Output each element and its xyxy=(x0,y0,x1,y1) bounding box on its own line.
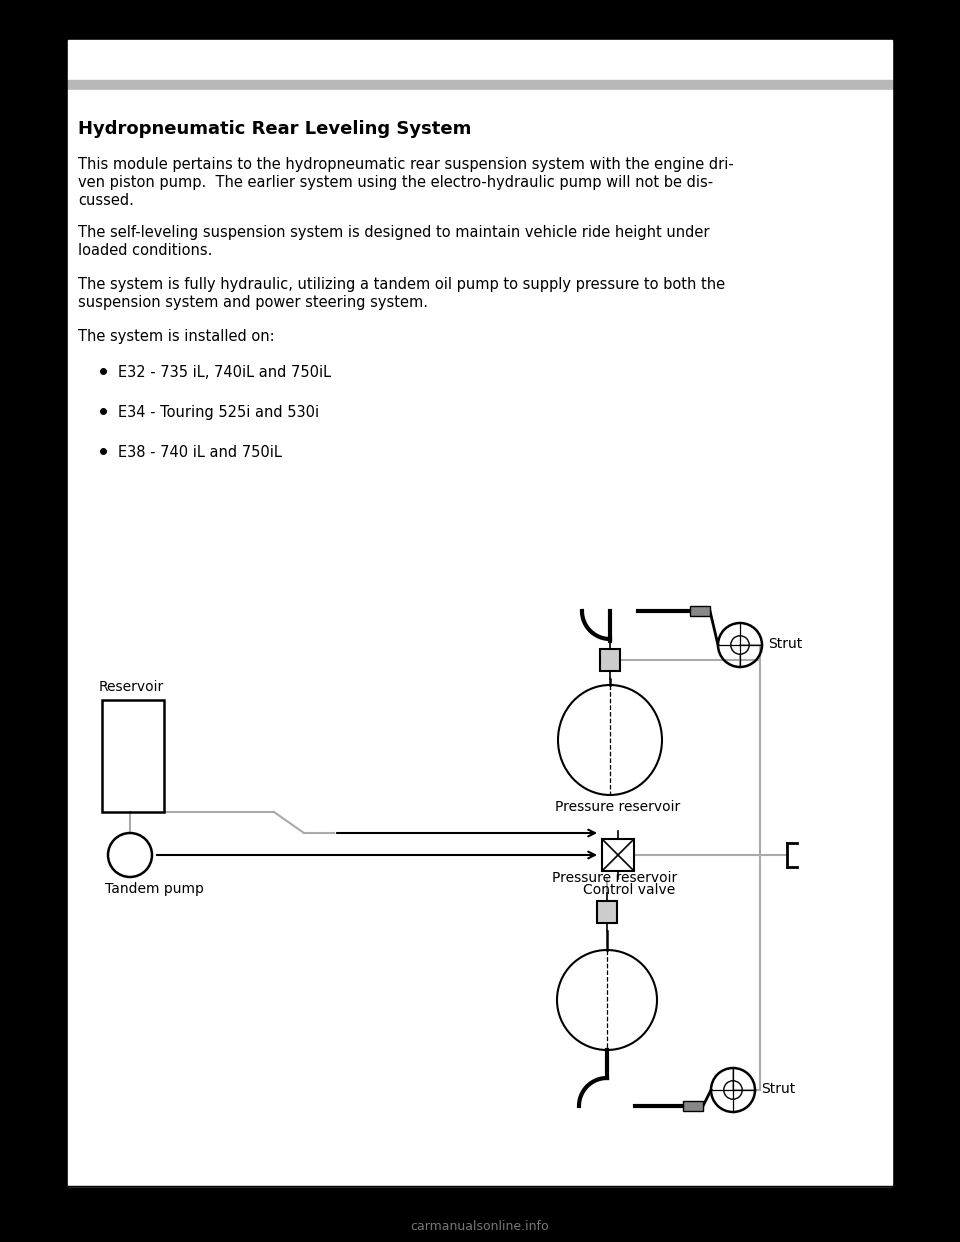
Text: The system is installed on:: The system is installed on: xyxy=(78,329,275,344)
Bar xyxy=(68,89,892,1186)
Text: Strut: Strut xyxy=(768,637,803,651)
Text: Strut: Strut xyxy=(761,1082,795,1095)
Bar xyxy=(683,1100,703,1112)
Text: E38 - 740 iL and 750iL: E38 - 740 iL and 750iL xyxy=(118,445,282,460)
Bar xyxy=(597,900,617,923)
Text: 4: 4 xyxy=(73,1196,83,1210)
Bar xyxy=(102,700,164,812)
Text: Level Control Systems: Level Control Systems xyxy=(73,1210,204,1223)
Text: Pressure reservoir: Pressure reservoir xyxy=(555,800,681,814)
Text: carmanualsonline.info: carmanualsonline.info xyxy=(411,1220,549,1233)
Bar xyxy=(600,650,620,671)
Text: Hydropneumatic Rear Leveling System: Hydropneumatic Rear Leveling System xyxy=(78,120,471,138)
Text: The self-leveling suspension system is designed to maintain vehicle ride height : The self-leveling suspension system is d… xyxy=(78,225,709,240)
Text: Tandem pump: Tandem pump xyxy=(105,882,204,895)
Text: Reservoir: Reservoir xyxy=(99,681,164,694)
Bar xyxy=(602,840,634,871)
Text: suspension system and power steering system.: suspension system and power steering sys… xyxy=(78,296,428,310)
Text: The system is fully hydraulic, utilizing a tandem oil pump to supply pressure to: The system is fully hydraulic, utilizing… xyxy=(78,277,725,292)
Text: ven piston pump.  The earlier system using the electro-hydraulic pump will not b: ven piston pump. The earlier system usin… xyxy=(78,175,713,190)
Bar xyxy=(68,40,892,79)
Text: Pressure reservoir: Pressure reservoir xyxy=(552,871,677,886)
Text: loaded conditions.: loaded conditions. xyxy=(78,243,212,258)
Text: cussed.: cussed. xyxy=(78,193,133,207)
Bar xyxy=(690,606,710,616)
Bar xyxy=(68,79,892,89)
Text: E34 - Touring 525i and 530i: E34 - Touring 525i and 530i xyxy=(118,405,319,420)
Text: E32 - 735 iL, 740iL and 750iL: E32 - 735 iL, 740iL and 750iL xyxy=(118,365,331,380)
Text: This module pertains to the hydropneumatic rear suspension system with the engin: This module pertains to the hydropneumat… xyxy=(78,156,733,171)
Text: Control valve: Control valve xyxy=(583,883,675,897)
